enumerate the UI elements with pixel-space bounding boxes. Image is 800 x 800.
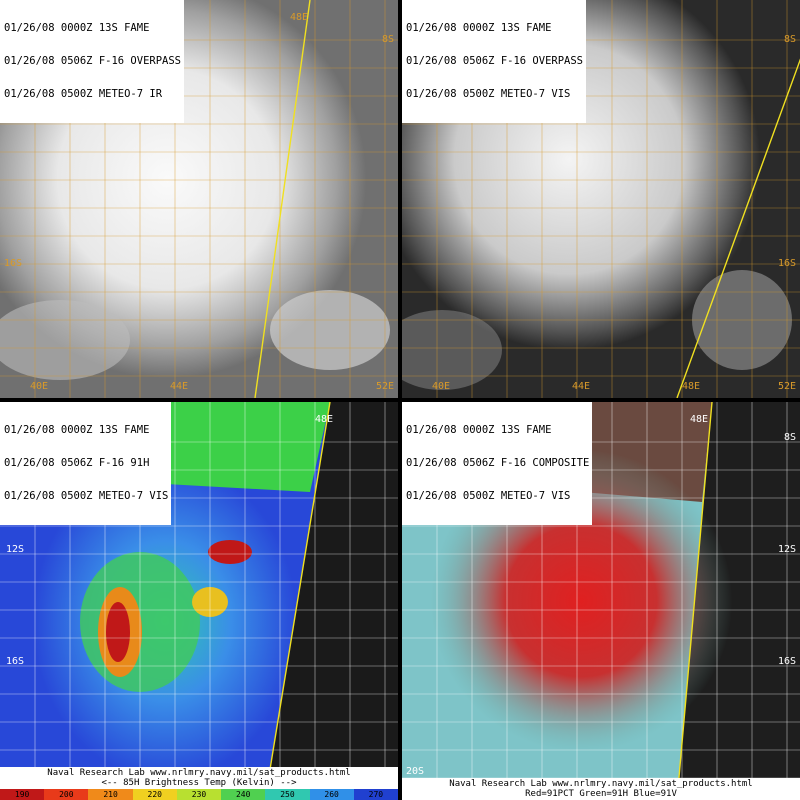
composite-header: 01/26/08 0000Z 13S FAME 01/26/08 0506Z F…: [402, 402, 593, 525]
footer-legend: <-- 85H Brightness Temp (Kelvin) -->: [101, 778, 297, 788]
colorbar-tick: 230: [176, 789, 222, 800]
lon-label-48e: 48E: [682, 381, 701, 392]
lat-label-8s: 8S: [783, 432, 796, 443]
header-line: 01/26/08 0500Z METEO-7 VIS: [406, 88, 571, 100]
colorbar-tick: 190: [0, 789, 45, 800]
header-line: 01/26/08 0000Z 13S FAME: [4, 424, 150, 436]
composite-footer: Naval Research Lab www.nrlmry.navy.mil/s…: [402, 778, 800, 800]
swath-edge-line: [264, 402, 331, 800]
lat-label-8s: 8S: [783, 34, 796, 45]
lon-label-44e: 44E: [572, 381, 591, 392]
colorbar-tick: 200: [44, 789, 89, 800]
lat-label-8s: 8S: [381, 34, 394, 45]
header-line: 01/26/08 0506Z F-16 COMPOSITE: [406, 457, 590, 469]
91h-header: 01/26/08 0000Z 13S FAME 01/26/08 0506Z F…: [0, 402, 172, 525]
colorbar-tick: 260: [309, 789, 354, 800]
lat-label-20s: 20S: [406, 766, 425, 777]
colorbar: 190 200 210 220 230 240 250 260 270: [0, 789, 398, 800]
footer-credit: Naval Research Lab www.nrlmry.navy.mil/s…: [449, 779, 753, 789]
header-line: 01/26/08 0000Z 13S FAME: [406, 22, 552, 34]
header-line: 01/26/08 0000Z 13S FAME: [4, 22, 150, 34]
header-line: 01/26/08 0500Z METEO-7 VIS: [4, 490, 169, 502]
colorbar-tick: 240: [221, 789, 266, 800]
panel-ir: 01/26/08 0000Z 13S FAME 01/26/08 0506Z F…: [0, 0, 398, 398]
ir-header: 01/26/08 0000Z 13S FAME 01/26/08 0506Z F…: [0, 0, 185, 123]
lat-label-16s: 16S: [6, 656, 25, 667]
vis-header: 01/26/08 0000Z 13S FAME 01/26/08 0506Z F…: [402, 0, 587, 123]
lon-label-48e: 48E: [690, 414, 709, 425]
91h-footer: Naval Research Lab www.nrlmry.navy.mil/s…: [0, 767, 398, 789]
header-line: 01/26/08 0506Z F-16 91H: [4, 457, 150, 469]
lat-label-12s: 12S: [6, 544, 25, 555]
lat-label-12s: 12S: [777, 544, 796, 555]
lon-label-52e: 52E: [375, 381, 394, 392]
swath-edge-line: [676, 402, 713, 800]
header-line: 01/26/08 0500Z METEO-7 IR: [4, 88, 163, 100]
footer-credit: Naval Research Lab www.nrlmry.navy.mil/s…: [47, 768, 351, 778]
lon-label-40e: 40E: [432, 381, 451, 392]
lat-label-16s: 16S: [4, 258, 23, 269]
footer-legend: Red=91PCT Green=91H Blue=91V: [525, 789, 677, 799]
panel-composite: 01/26/08 0000Z 13S FAME 01/26/08 0506Z F…: [402, 402, 800, 800]
lon-label-44e: 44E: [170, 381, 189, 392]
colorbar-tick: 220: [132, 789, 177, 800]
lat-label-16s: 16S: [777, 656, 796, 667]
colorbar-tick: 210: [88, 789, 133, 800]
lon-label-48e: 48E: [290, 12, 309, 23]
colorbar-tick: 250: [265, 789, 310, 800]
colorbar-tick: 270: [353, 789, 398, 800]
header-line: 01/26/08 0500Z METEO-7 VIS: [406, 490, 571, 502]
composite-image: [402, 402, 800, 800]
swath-edge-line: [254, 0, 311, 398]
panel-91h: 01/26/08 0000Z 13S FAME 01/26/08 0506Z F…: [0, 402, 398, 800]
header-line: 01/26/08 0000Z 13S FAME: [406, 424, 552, 436]
header-line: 01/26/08 0506Z F-16 OVERPASS: [406, 55, 584, 67]
panel-vis: 01/26/08 0000Z 13S FAME 01/26/08 0506Z F…: [402, 0, 800, 398]
lat-label-16s: 16S: [777, 258, 796, 269]
lon-label-48e: 48E: [315, 414, 334, 425]
swath-edge-line: [676, 58, 800, 398]
lon-label-52e: 52E: [777, 381, 796, 392]
lon-label-40e: 40E: [30, 381, 49, 392]
header-line: 01/26/08 0506Z F-16 OVERPASS: [4, 55, 182, 67]
